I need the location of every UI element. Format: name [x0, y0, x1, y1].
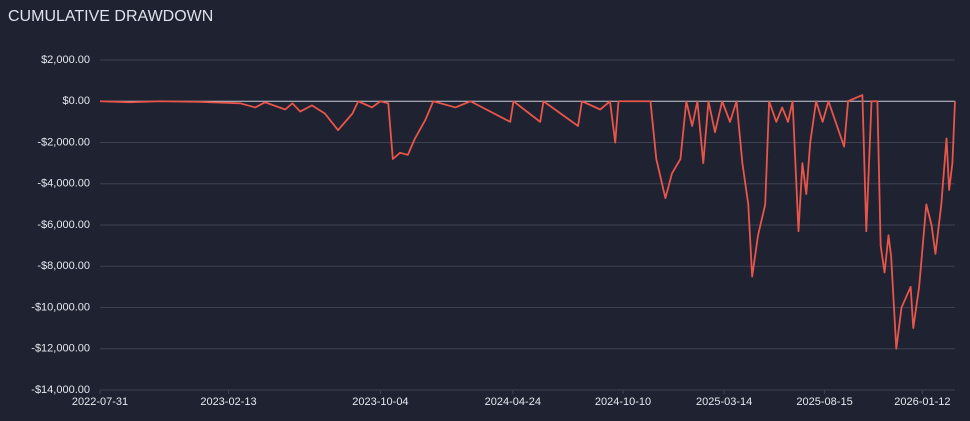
y-tick-label: -$2,000.00	[37, 136, 90, 148]
y-tick-label: -$10,000.00	[31, 301, 90, 313]
x-tick-label: 2022-07-31	[72, 396, 128, 408]
y-tick-label: -$8,000.00	[37, 260, 90, 272]
y-tick-label: -$12,000.00	[31, 343, 90, 355]
x-tick-label: 2023-02-13	[200, 396, 256, 408]
y-tick-label: $2,000.00	[41, 54, 90, 66]
x-tick-label: 2025-08-15	[796, 396, 852, 408]
x-tick-label: 2024-04-24	[485, 396, 541, 408]
x-tick-label: 2023-10-04	[352, 396, 408, 408]
x-tick-label: 2024-10-10	[595, 396, 651, 408]
drawdown-line	[99, 94, 956, 350]
y-tick-label: -$6,000.00	[37, 219, 90, 231]
y-tick-label: $0.00	[62, 95, 90, 107]
y-tick-label: -$4,000.00	[37, 178, 90, 190]
x-tick-label: 2026-01-12	[894, 396, 950, 408]
chart-title: CUMULATIVE DRAWDOWN	[8, 8, 213, 25]
y-tick-label: -$14,000.00	[31, 384, 90, 396]
x-tick-label: 2025-03-14	[696, 396, 752, 408]
